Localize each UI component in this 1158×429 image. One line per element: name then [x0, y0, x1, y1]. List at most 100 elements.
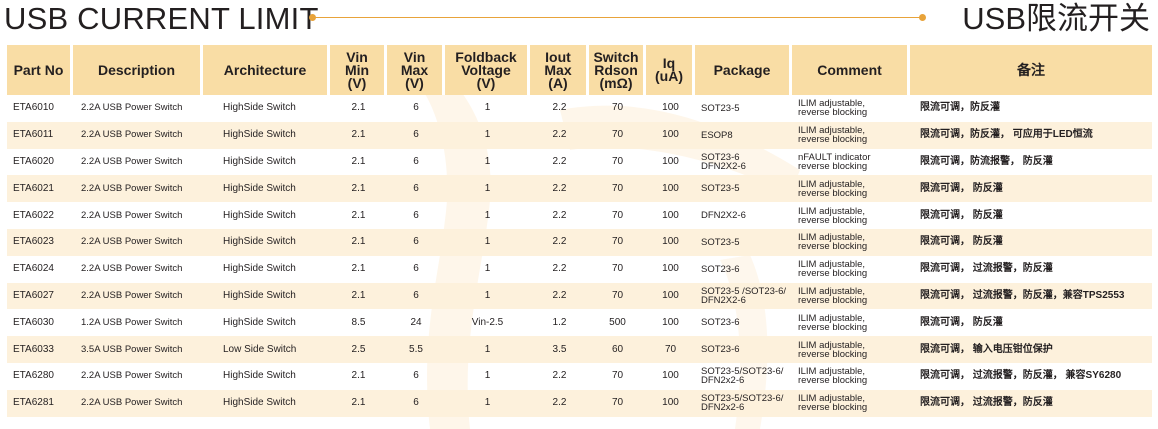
foldback-voltage-cell: 1 — [484, 102, 491, 114]
description-cell: 2.2A USB Power Switch — [73, 121, 203, 149]
package-line: SOT23-6 — [701, 344, 740, 356]
table-row: ETA6281 2.2A USB Power Switch HighSide Swi… — [7, 389, 1152, 417]
vin-max-cell: 6 — [413, 102, 419, 114]
part-number-cell: ETA6027 — [7, 282, 73, 310]
part-number-cell: ETA6033 — [7, 336, 73, 363]
iq-cell: 100 — [646, 228, 695, 256]
rdson-cell: 70 — [589, 282, 646, 310]
foldback-voltage-cell: 1 — [484, 370, 491, 382]
column-header-line: (uA) — [655, 68, 683, 84]
rdson-cell: 70 — [589, 121, 646, 149]
description-cell: 1.2A USB Power Switch — [81, 316, 183, 328]
vin-max-cell: 6 — [413, 370, 419, 382]
package-cell: SOT23-5 — [695, 228, 792, 256]
column-header-line: (V) — [476, 74, 496, 91]
comment-line: nFAULT indicator — [798, 151, 871, 163]
column-header-line: Description — [97, 61, 175, 78]
foldback-voltage-cell: 1 — [445, 389, 530, 417]
architecture-cell: HighSide Switch — [223, 102, 296, 114]
comment-line: ILIM adjustable, — [798, 205, 866, 217]
description-cell: 2.2A USB Power Switch — [81, 102, 183, 114]
iout-max-cell: 2.2 — [552, 155, 567, 167]
comment-cell: ILIM adjustable, reverse blocking — [792, 309, 910, 336]
package-cell: SOT23-5/SOT23-6/DFN2x2-6 — [695, 389, 792, 417]
comment-cell: ILIM adjustable, reverse blocking — [792, 389, 910, 417]
notes-cell: 限流可调， 防反灌 — [920, 209, 1003, 221]
architecture-cell: HighSide Switch — [223, 370, 296, 382]
description-cell: 2.2A USB Power Switch — [81, 370, 183, 382]
column-header-package: Package — [695, 45, 792, 95]
architecture-cell: HighSide Switch — [203, 282, 330, 310]
part-number-cell: ETA6022 — [13, 209, 54, 221]
package-line: SOT23-5/SOT23-6/ — [701, 366, 784, 378]
column-header-line: Rdson — [594, 61, 638, 78]
package-line: DFN2x2-6 — [701, 402, 745, 414]
comment-line: ILIM adjustable, — [798, 339, 866, 351]
foldback-voltage-cell: 1 — [484, 263, 491, 275]
vin-min-cell: 2.1 — [330, 389, 387, 417]
package-line: ESOP8 — [701, 129, 733, 141]
page-header: USB CURRENT LIMIT USB限流开关 — [0, 0, 1158, 42]
column-header-switch-rdson: Switch Rdson (mΩ) — [589, 45, 646, 95]
vin-max-cell: 6 — [413, 155, 419, 167]
notes-cell: 限流可调， 输入电压钳位保护 — [910, 336, 1152, 363]
iout-max-cell: 2.2 — [552, 263, 567, 275]
table-row: ETA6022 2.2A USB Power Switch HighSide Swi… — [7, 202, 1152, 229]
notes-cell: 限流可调， 过流报警，防反灌，兼容TPS2553 — [910, 282, 1152, 310]
column-header-iout-max: Iout Max (A) — [530, 45, 589, 95]
rdson-cell: 70 — [611, 370, 624, 382]
comment-line: reverse blocking — [798, 187, 868, 199]
vin-max-cell: 5.5 — [387, 336, 445, 363]
table-row: ETA6021 2.2A USB Power Switch HighSide Swi… — [7, 175, 1152, 203]
part-number-cell: ETA6280 — [13, 370, 54, 382]
part-number-cell: ETA6021 — [7, 175, 73, 203]
column-header-line: Comment — [817, 61, 882, 78]
description-cell: 2.2A USB Power Switch — [73, 228, 203, 256]
notes-cell: 限流可调， 过流报警，防反灌 — [920, 263, 1053, 275]
iout-max-cell: 2.2 — [530, 228, 589, 256]
column-header-line: Max — [400, 61, 429, 78]
page-title-chinese: USB限流开关 — [962, 1, 1150, 36]
comment-line: ILIM adjustable, — [798, 178, 866, 190]
vin-min-cell: 2.1 — [351, 209, 366, 221]
table-row: ETA6280 2.2A USB Power Switch HighSide Swi… — [7, 363, 1152, 390]
vin-min-cell: 8.5 — [351, 316, 366, 328]
column-header-foldback-voltage: Foldback Voltage (V) — [445, 45, 530, 95]
package-line: DFN2x2-6 — [701, 375, 745, 387]
iq-cell: 100 — [662, 102, 679, 114]
package-line: SOT23-5 — [701, 236, 740, 248]
architecture-cell: HighSide Switch — [223, 263, 296, 275]
vin-min-cell: 2.5 — [330, 336, 387, 363]
comment-line: reverse blocking — [798, 214, 868, 226]
comment-cell: ILIM adjustable, reverse blocking — [792, 228, 910, 256]
comment-line: ILIM adjustable, — [798, 285, 866, 297]
column-header-line: Foldback — [455, 48, 517, 65]
page-title: USB CURRENT LIMIT — [4, 1, 319, 36]
comment-line: ILIM adjustable, — [798, 259, 866, 271]
comment-line: ILIM adjustable, — [798, 366, 866, 378]
description-cell: 2.2A USB Power Switch — [73, 175, 203, 203]
description-cell: 2.2A USB Power Switch — [81, 155, 183, 167]
description-cell: 2.2A USB Power Switch — [81, 263, 183, 275]
rdson-cell: 500 — [609, 316, 626, 328]
package-cell: SOT23-5/SOT23-6/DFN2x2-6 — [695, 363, 792, 390]
iout-max-cell: 2.2 — [552, 370, 567, 382]
column-header-line: (V) — [347, 74, 367, 91]
table-row: ETA6030 1.2A USB Power Switch HighSide Swi… — [7, 309, 1152, 336]
architecture-cell: Low Side Switch — [203, 336, 330, 363]
foldback-voltage-cell: 1 — [445, 175, 530, 203]
comment-cell: nFAULT indicator reverse blocking — [792, 149, 910, 176]
table-row: ETA6020 2.2A USB Power Switch HighSide Swi… — [7, 149, 1152, 176]
foldback-voltage-cell: 1 — [445, 336, 530, 363]
vin-min-cell: 2.1 — [330, 175, 387, 203]
package-cell: SOT23-6 — [695, 256, 792, 283]
comment-line: reverse blocking — [798, 375, 868, 387]
description-cell: 2.2A USB Power Switch — [73, 389, 203, 417]
table-body: ETA6010 2.2A USB Power Switch HighSide Swi… — [7, 95, 1152, 417]
iq-cell: 100 — [662, 370, 679, 382]
column-header-line: Voltage — [461, 61, 511, 78]
rdson-cell: 70 — [589, 175, 646, 203]
part-number-cell: ETA6024 — [13, 263, 54, 275]
comment-cell: ILIM adjustable, reverse blocking — [792, 282, 910, 310]
column-header-vin-max: Vin Max (V) — [387, 45, 445, 95]
